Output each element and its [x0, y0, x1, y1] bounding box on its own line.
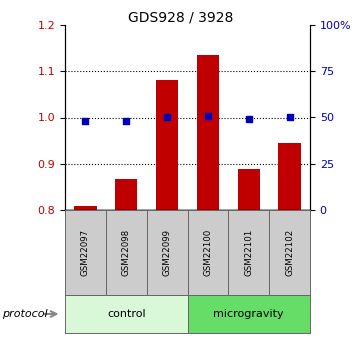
- Bar: [115, 179, 138, 210]
- Text: GSM22098: GSM22098: [122, 229, 131, 276]
- Point: [123, 118, 129, 124]
- Text: GSM22101: GSM22101: [244, 229, 253, 276]
- Text: control: control: [107, 309, 145, 319]
- Bar: [74, 206, 97, 210]
- Point: [287, 115, 292, 120]
- Point: [246, 117, 252, 122]
- Text: GDS928 / 3928: GDS928 / 3928: [128, 10, 233, 24]
- Bar: [197, 55, 219, 210]
- Text: microgravity: microgravity: [213, 309, 284, 319]
- Text: GSM22102: GSM22102: [285, 229, 294, 276]
- Point: [164, 115, 170, 120]
- Bar: [278, 143, 301, 210]
- Text: GSM22097: GSM22097: [81, 229, 90, 276]
- Text: GSM22100: GSM22100: [203, 229, 212, 276]
- Point: [83, 118, 88, 124]
- Text: GSM22099: GSM22099: [162, 229, 171, 276]
- Bar: [156, 80, 178, 210]
- Point: [205, 113, 211, 118]
- Text: protocol: protocol: [2, 309, 47, 319]
- Bar: [238, 169, 260, 210]
